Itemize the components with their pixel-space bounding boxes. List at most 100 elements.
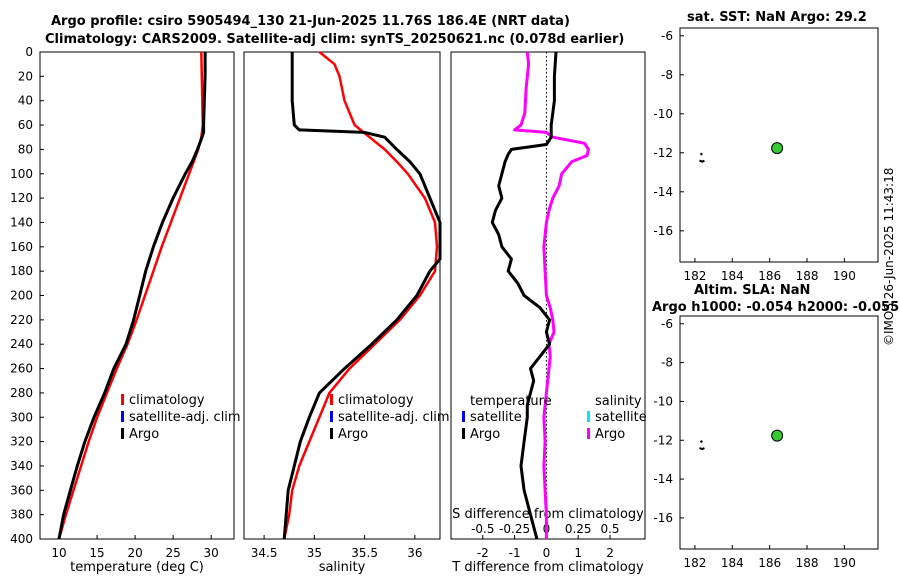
difference-legend-sal-title: salinity [595, 394, 642, 409]
temperature-xlabel: temperature (deg C) [70, 560, 204, 575]
temperature-difference-argo-line [490, 51, 558, 540]
salinity-difference-tick-label: -0.5 [471, 522, 494, 536]
depth-ytick-label: 120 [10, 191, 33, 205]
difference-xtick-label: -1 [509, 546, 521, 560]
difference-legend-temp-argo-label: Argo [470, 427, 500, 442]
temperature-xtick-label: 30 [204, 546, 219, 560]
depth-ytick-label: 160 [10, 240, 33, 254]
salinity-argo-line [282, 52, 442, 540]
salinity-xtick-label: 36 [407, 546, 422, 560]
sst-map-xtick-label: 190 [833, 269, 856, 283]
salinity-legend-argo-swatch [330, 428, 333, 439]
sla-map-ytick-label: -14 [653, 472, 673, 486]
salinity-xtick-label: 35 [307, 546, 322, 560]
salinity-legend-argo-label: Argo [338, 427, 368, 442]
salinity-legend-sat-label: satellite-adj. clim [338, 410, 450, 425]
depth-ytick-label: 220 [10, 313, 33, 327]
sst-map-axes-frame [679, 27, 879, 263]
temperature-xtick-label: 20 [127, 546, 142, 560]
salinity-legend-sat-swatch [330, 411, 333, 422]
salinity-xlabel: salinity [319, 560, 366, 575]
salinity-difference-tick-label: -0.25 [499, 522, 530, 536]
sst-map-xtick-label: 184 [721, 269, 744, 283]
sst-map-xtick-label: 186 [758, 269, 781, 283]
sst-map-ytick-label: -12 [653, 146, 673, 160]
depth-ytick-label: 60 [18, 118, 33, 132]
sst-map-xtick-label: 182 [683, 269, 706, 283]
sst-map-argo-position-dot [771, 142, 784, 155]
difference-axes-frame [450, 51, 646, 540]
temperature-legend-argo-swatch [121, 428, 124, 439]
sla-map-ytick-label: -16 [653, 511, 673, 525]
depth-ytick-label: 40 [18, 94, 33, 108]
sla-map-title: Altim. SLA: NaN [694, 283, 811, 298]
salinity-legend-clim-swatch [330, 394, 333, 405]
difference-legend-sal-sat-swatch [587, 411, 590, 422]
temperature-xtick-label: 15 [89, 546, 104, 560]
sla-map-xtick-label: 186 [758, 556, 781, 570]
sla-map-ytick-label: -12 [653, 433, 673, 447]
difference-legend-temp-argo-swatch [462, 428, 465, 439]
difference-xlabel: T difference from climatology [451, 560, 644, 575]
difference-xtick-label: 2 [606, 546, 614, 560]
sla-map-xtick-label: 182 [683, 556, 706, 570]
temperature-clim-line [57, 51, 205, 540]
figure-title-line1: Argo profile: csiro 5905494_130 21-Jun-2… [51, 14, 570, 29]
difference-xtick-label: 1 [574, 546, 582, 560]
sst-map-ytick-label: -8 [661, 68, 673, 82]
salinity-difference-argo-line [513, 51, 590, 539]
salinity-legend-clim-label: climatology [338, 393, 414, 408]
height-title: Argo h1000: -0.054 h2000: -0.055 [652, 300, 900, 315]
sla-map-ytick-label: -6 [661, 317, 673, 331]
depth-ytick-label: 360 [10, 483, 33, 497]
difference-legend-sal-argo-label: Argo [595, 427, 625, 442]
temperature-legend-sat-label: satellite-adj. clim [129, 410, 241, 425]
depth-ytick-label: 300 [10, 410, 33, 424]
salinity-difference-tick-label: 0.25 [565, 522, 592, 536]
depth-ytick-label: 380 [10, 508, 33, 522]
depth-ytick-label: 340 [10, 459, 33, 473]
sla-map-ytick-label: -10 [653, 394, 673, 408]
salinity-difference-tick-label: 0.5 [600, 522, 619, 536]
sla-map-coast-mark [699, 440, 705, 451]
sla-map-ytick-label: -8 [661, 356, 673, 370]
temperature-legend-sat-swatch [121, 411, 124, 422]
sst-map-title: sat. SST: NaN Argo: 29.2 [687, 10, 867, 25]
salinity-xtick-label: 34.5 [251, 546, 278, 560]
sla-map-xtick-label: 184 [721, 556, 744, 570]
depth-ytick-label: 20 [18, 69, 33, 83]
salinity-clim-line [282, 51, 439, 540]
difference-xtick-label: -2 [477, 546, 489, 560]
difference-legend-temp-title: temperature [470, 394, 552, 409]
figure-title-line2: Climatology: CARS2009. Satellite-adj cli… [45, 32, 625, 47]
temperature-xtick-label: 10 [51, 546, 66, 560]
depth-ytick-label: 0 [25, 45, 33, 59]
sst-map-ytick-label: -10 [653, 107, 673, 121]
depth-ytick-label: 280 [10, 386, 33, 400]
depth-ytick-label: 200 [10, 289, 33, 303]
difference-legend-sal-sat-label: satellite [595, 410, 647, 425]
sst-map-xtick-label: 188 [796, 269, 819, 283]
temperature-legend-clim-swatch [121, 394, 124, 405]
sla-map-xtick-label: 188 [796, 556, 819, 570]
depth-ytick-label: 100 [10, 167, 33, 181]
depth-ytick-label: 240 [10, 337, 33, 351]
depth-ytick-label: 260 [10, 362, 33, 376]
salinity-axes-frame [243, 51, 441, 540]
difference-legend-temp-sat-label: satellite [470, 410, 522, 425]
sla-map-xtick-label: 190 [833, 556, 856, 570]
salinity-difference-label: S difference from climatology [452, 507, 644, 522]
depth-ytick-label: 180 [10, 264, 33, 278]
sst-map-ytick-label: -16 [653, 224, 673, 238]
salinity-xtick-label: 35.5 [351, 546, 378, 560]
sla-map-argo-position-dot [771, 429, 784, 442]
temperature-xtick-label: 25 [165, 546, 180, 560]
temperature-legend-argo-label: Argo [129, 427, 159, 442]
sst-map-ytick-label: -6 [661, 29, 673, 43]
difference-legend-temp-sat-swatch [462, 411, 465, 422]
depth-ytick-label: 80 [18, 142, 33, 156]
difference-legend-sal-argo-swatch [587, 428, 590, 439]
depth-ytick-label: 400 [10, 532, 33, 546]
depth-ytick-label: 320 [10, 435, 33, 449]
